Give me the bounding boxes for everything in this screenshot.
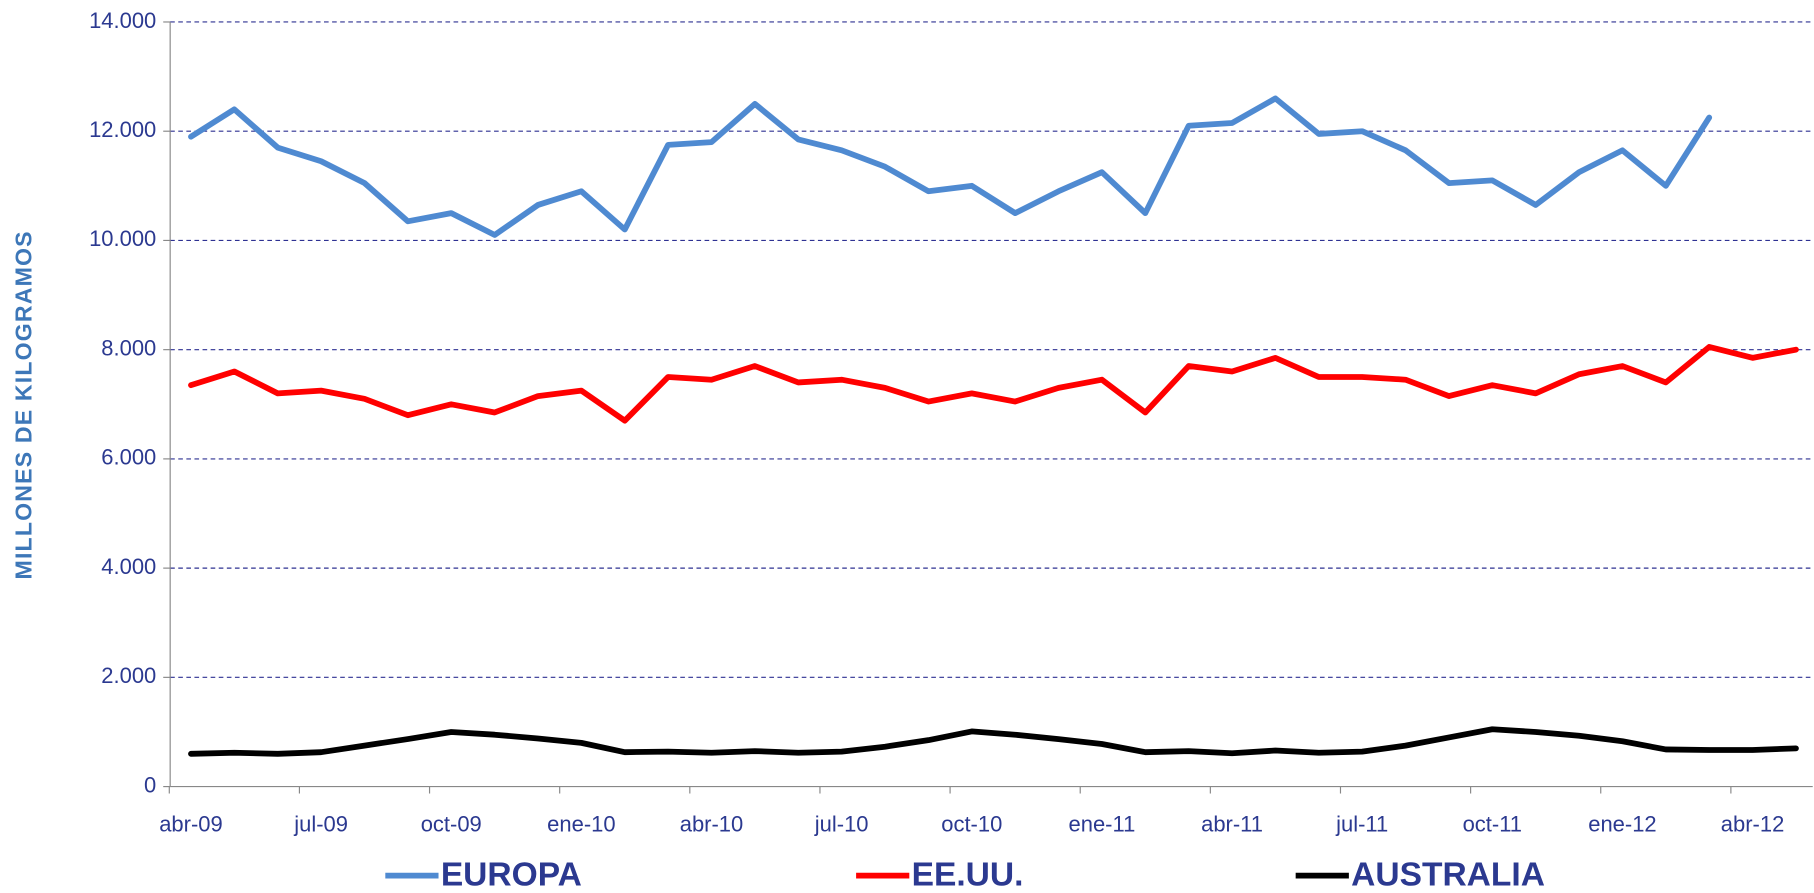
legend-label: EE.UU. bbox=[912, 857, 1024, 893]
y-tick-label: 4.000 bbox=[101, 554, 156, 579]
y-tick-label: 12.000 bbox=[89, 117, 156, 142]
y-tick-label: 8.000 bbox=[101, 335, 156, 360]
x-tick-label: jul-09 bbox=[293, 812, 348, 837]
x-tick-label: oct-11 bbox=[1463, 812, 1522, 837]
x-tick-label: abr-11 bbox=[1201, 812, 1263, 837]
y-tick-label: 10.000 bbox=[89, 226, 156, 251]
x-tick-label: oct-09 bbox=[421, 812, 482, 837]
series-line bbox=[188, 95, 1713, 238]
x-tick-label: jul-11 bbox=[1335, 812, 1388, 837]
series-line bbox=[188, 344, 1799, 424]
y-tick-label: 14.000 bbox=[89, 8, 156, 33]
y-axis-label: MILLONES DE KILOGRAMOS bbox=[11, 230, 37, 579]
x-tick-label: ene-11 bbox=[1069, 812, 1136, 837]
legend-label: AUSTRALIA bbox=[1351, 857, 1545, 893]
y-tick-label: 0 bbox=[144, 772, 156, 797]
series-line bbox=[188, 726, 1799, 757]
x-tick-label: abr-10 bbox=[680, 812, 744, 837]
x-tick-label: oct-10 bbox=[941, 812, 1002, 837]
x-tick-label: ene-12 bbox=[1588, 812, 1656, 837]
y-tick-label: 2.000 bbox=[101, 663, 156, 688]
x-tick-label: abr-09 bbox=[159, 812, 223, 837]
x-tick-label: jul-10 bbox=[814, 812, 869, 837]
x-tick-label: ene-10 bbox=[547, 812, 615, 837]
x-tick-label: abr-12 bbox=[1721, 812, 1785, 837]
legend-label: EUROPA bbox=[441, 857, 582, 893]
y-tick-label: 6.000 bbox=[101, 445, 156, 470]
